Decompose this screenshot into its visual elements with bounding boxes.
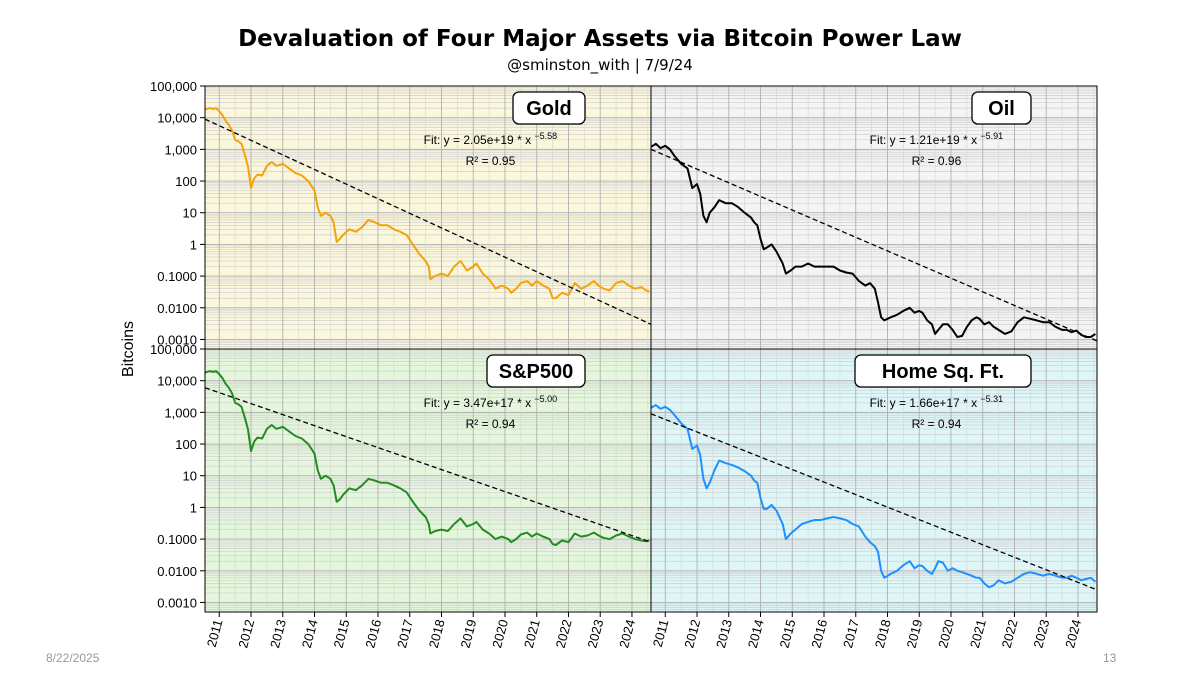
- y-axis-label: Bitcoins: [120, 321, 137, 377]
- x-tick-label: 2020: [935, 618, 957, 650]
- x-tick-label: 2023: [584, 618, 606, 650]
- panel-title: Oil: [988, 98, 1015, 120]
- footer-mask: [1096, 648, 1104, 668]
- x-tick-label: 2023: [1030, 618, 1052, 650]
- x-tick-label: 2019: [457, 618, 479, 650]
- x-tick-label: 2024: [616, 618, 638, 650]
- x-tick-label: 2014: [299, 618, 321, 650]
- fit-equation: Fit: y = 3.47e+17 * x −5.00: [424, 394, 558, 410]
- panel-title-box: [971, 91, 1032, 125]
- r-squared: R² = 0.96: [912, 154, 962, 168]
- r-squared: R² = 0.94: [912, 417, 962, 431]
- x-tick-label: 2012: [235, 618, 257, 650]
- y-tick-label: 1: [190, 237, 197, 252]
- y-tick-label: 100: [175, 437, 197, 452]
- y-tick-label: 100: [175, 174, 197, 189]
- y-tick-label: 1: [190, 500, 197, 515]
- x-tick-label: 2019: [903, 618, 925, 650]
- fit-equation: Fit: y = 1.66e+17 * x −5.31: [870, 394, 1004, 410]
- x-tick-label: 2017: [394, 618, 416, 650]
- y-tick-label: 10: [183, 469, 197, 484]
- x-tick-label: 2013: [267, 618, 289, 650]
- r-squared: R² = 0.94: [466, 417, 516, 431]
- x-tick-label: 2021: [967, 618, 989, 650]
- fit-line: [205, 387, 651, 543]
- fit-equation: Fit: y = 1.21e+19 * x −5.91: [870, 131, 1004, 147]
- x-tick-label: 2012: [681, 618, 703, 650]
- footer-page-number: 13: [1103, 651, 1117, 665]
- x-tick-label: 2011: [650, 618, 672, 649]
- footer-date: 8/22/2025: [46, 651, 100, 665]
- x-tick-label: 2024: [1062, 618, 1084, 650]
- y-tick-label: 100,000: [150, 79, 197, 94]
- x-tick-label: 2016: [362, 618, 384, 650]
- y-tick-label: 0.1000: [157, 532, 197, 547]
- x-tick-label: 2016: [808, 618, 830, 650]
- y-tick-label: 0.1000: [157, 269, 197, 284]
- x-tick-label: 2015: [331, 618, 353, 650]
- y-tick-label: 10: [183, 206, 197, 221]
- series-line: [651, 404, 1097, 589]
- x-tick-label: 2022: [999, 618, 1021, 650]
- x-tick-label: 2018: [426, 618, 448, 650]
- y-tick-label: 1,000: [164, 405, 197, 420]
- grid-lines: [205, 349, 651, 612]
- x-tick-label: 2017: [840, 618, 862, 650]
- panel-title: S&P500: [499, 361, 574, 383]
- y-tick-label: 0.0100: [157, 564, 197, 579]
- panel-border: [650, 348, 1098, 613]
- panel-home-sq-ft-: Home Sq. Ft. Fit: y = 1.66e+17 * x −5.31 R…: [651, 349, 1097, 612]
- y-tick-label: 10,000: [157, 374, 197, 389]
- footer-mask: [118, 648, 126, 668]
- y-tick-label: 0.0010: [157, 595, 197, 610]
- y-tick-label: 1,000: [164, 142, 197, 157]
- panel-gold: Gold Fit: y = 2.05e+19 * x −5.58 R² = 0.95: [205, 86, 651, 349]
- fit-line: [205, 118, 651, 325]
- y-tick-label: 0.0100: [157, 301, 197, 316]
- series-line: [205, 107, 650, 300]
- panel-title: Gold: [526, 98, 572, 120]
- y-tick-label: 0.0010: [157, 332, 197, 347]
- x-tick-label: 2018: [872, 618, 894, 650]
- panel-title-box: [486, 354, 586, 388]
- x-tick-label: 2014: [745, 618, 767, 650]
- x-tick-label: 2021: [521, 618, 543, 650]
- fit-line: [651, 148, 1097, 342]
- series-line: [205, 370, 650, 546]
- chart-subtitle: @sminston_with | 7/9/24: [507, 56, 693, 74]
- series-line: [651, 142, 1096, 338]
- x-tick-label: 2015: [777, 618, 799, 650]
- x-tick-label: 2020: [489, 618, 511, 650]
- panel-title-box: [512, 91, 586, 125]
- x-tick-label: 2013: [713, 618, 735, 650]
- grid-lines: [651, 86, 1097, 349]
- panel-s-p500: S&P500 Fit: y = 3.47e+17 * x −5.00 R² = 0.…: [205, 349, 651, 612]
- panel-title: Home Sq. Ft.: [882, 361, 1004, 383]
- x-tick-label: 2022: [553, 618, 575, 650]
- panel-oil: Oil Fit: y = 1.21e+19 * x −5.91 R² = 0.96: [651, 86, 1097, 349]
- y-tick-label: 100,000: [150, 342, 197, 357]
- fit-equation: Fit: y = 2.05e+19 * x −5.58: [424, 131, 558, 147]
- panel-title-box: [854, 354, 1032, 388]
- x-tick-label: 2011: [204, 618, 226, 649]
- y-tick-label: 10,000: [157, 111, 197, 126]
- chart-title: Devaluation of Four Major Assets via Bit…: [238, 26, 962, 52]
- r-squared: R² = 0.95: [466, 154, 516, 168]
